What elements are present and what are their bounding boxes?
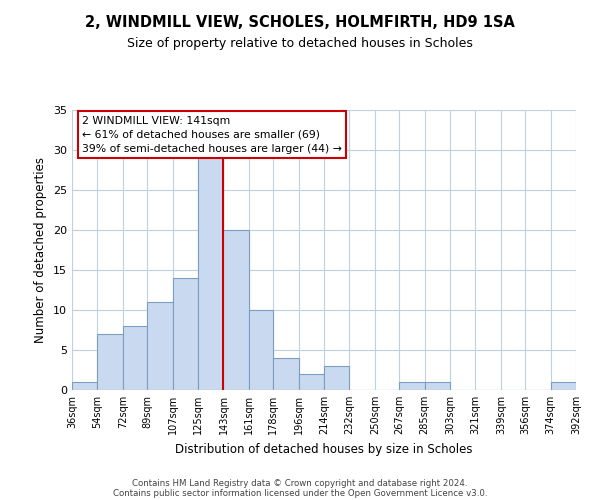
Bar	[147, 302, 173, 390]
Bar	[425, 382, 450, 390]
X-axis label: Distribution of detached houses by size in Scholes: Distribution of detached houses by size …	[175, 442, 473, 456]
Bar	[551, 382, 576, 390]
Bar	[399, 382, 425, 390]
Bar	[97, 334, 123, 390]
Bar	[299, 374, 324, 390]
Text: Size of property relative to detached houses in Scholes: Size of property relative to detached ho…	[127, 38, 473, 51]
Y-axis label: Number of detached properties: Number of detached properties	[34, 157, 47, 343]
Bar	[123, 326, 147, 390]
Bar	[198, 158, 223, 390]
Text: Contains HM Land Registry data © Crown copyright and database right 2024.: Contains HM Land Registry data © Crown c…	[132, 478, 468, 488]
Text: 2, WINDMILL VIEW, SCHOLES, HOLMFIRTH, HD9 1SA: 2, WINDMILL VIEW, SCHOLES, HOLMFIRTH, HD…	[85, 15, 515, 30]
Text: 2 WINDMILL VIEW: 141sqm
← 61% of detached houses are smaller (69)
39% of semi-de: 2 WINDMILL VIEW: 141sqm ← 61% of detache…	[82, 116, 342, 154]
Bar	[173, 278, 198, 390]
Bar	[249, 310, 273, 390]
Bar	[72, 382, 97, 390]
Text: Contains public sector information licensed under the Open Government Licence v3: Contains public sector information licen…	[113, 488, 487, 498]
Bar	[324, 366, 349, 390]
Bar	[223, 230, 249, 390]
Bar	[273, 358, 299, 390]
